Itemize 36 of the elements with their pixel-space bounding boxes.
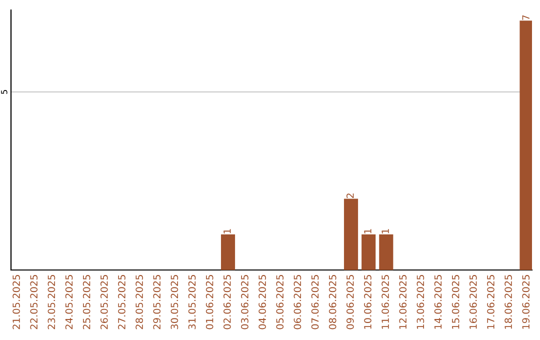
x-tick-label: 09.06.2025 bbox=[346, 275, 354, 330]
x-tick-label: 31.05.2025 bbox=[188, 275, 196, 330]
x-tick-label: 11.06.2025 bbox=[382, 275, 389, 329]
x-tick-label: 30.05.2025 bbox=[170, 275, 178, 330]
data-label: 1 bbox=[364, 229, 372, 234]
x-tick-label: 10.06.2025 bbox=[364, 275, 372, 329]
x-tick-label: 04.06.2025 bbox=[258, 275, 266, 330]
x-tick-label: 28.05.2025 bbox=[136, 275, 143, 330]
x-tick-label: 16.06.2025 bbox=[469, 275, 477, 329]
x-tick-label: 05.06.2025 bbox=[276, 275, 284, 330]
x-tick-label: 19.06.2025 bbox=[522, 275, 530, 329]
x-tick-label: 27.05.2025 bbox=[118, 275, 126, 330]
x-tick-label: 06.06.2025 bbox=[294, 275, 302, 330]
x-tick-label: 02.06.2025 bbox=[223, 275, 231, 330]
x-tick-label: 01.06.2025 bbox=[206, 275, 214, 330]
x-tick-label: 26.05.2025 bbox=[100, 275, 108, 330]
x-tick-label: 12.06.2025 bbox=[399, 275, 407, 329]
x-tick-label: 29.05.2025 bbox=[153, 275, 161, 330]
x-tick-label: 18.06.2025 bbox=[504, 275, 512, 329]
data-label: 7 bbox=[522, 15, 530, 20]
data-label: 1 bbox=[382, 229, 389, 234]
x-tick-label: 03.06.2025 bbox=[241, 275, 248, 330]
ref-line-label: 5 bbox=[1, 90, 8, 94]
x-tick-label: 15.06.2025 bbox=[452, 275, 460, 329]
data-label: 1 bbox=[224, 229, 231, 234]
x-tick-label: 07.06.2025 bbox=[311, 275, 319, 330]
x-tick-label: 21.05.2025 bbox=[12, 275, 20, 330]
x-tick-label: 22.05.2025 bbox=[30, 275, 38, 330]
x-tick-label: 14.06.2025 bbox=[434, 275, 442, 329]
x-tick-label: 23.05.2025 bbox=[48, 275, 56, 330]
x-tick-label: 17.06.2025 bbox=[487, 275, 494, 329]
x-tick-label: 24.05.2025 bbox=[65, 275, 73, 330]
x-tick-label: 13.06.2025 bbox=[416, 275, 424, 329]
x-tick-label: 25.05.2025 bbox=[82, 275, 90, 330]
data-label: 2 bbox=[346, 194, 354, 198]
x-tick-label: 08.06.2025 bbox=[328, 275, 336, 330]
